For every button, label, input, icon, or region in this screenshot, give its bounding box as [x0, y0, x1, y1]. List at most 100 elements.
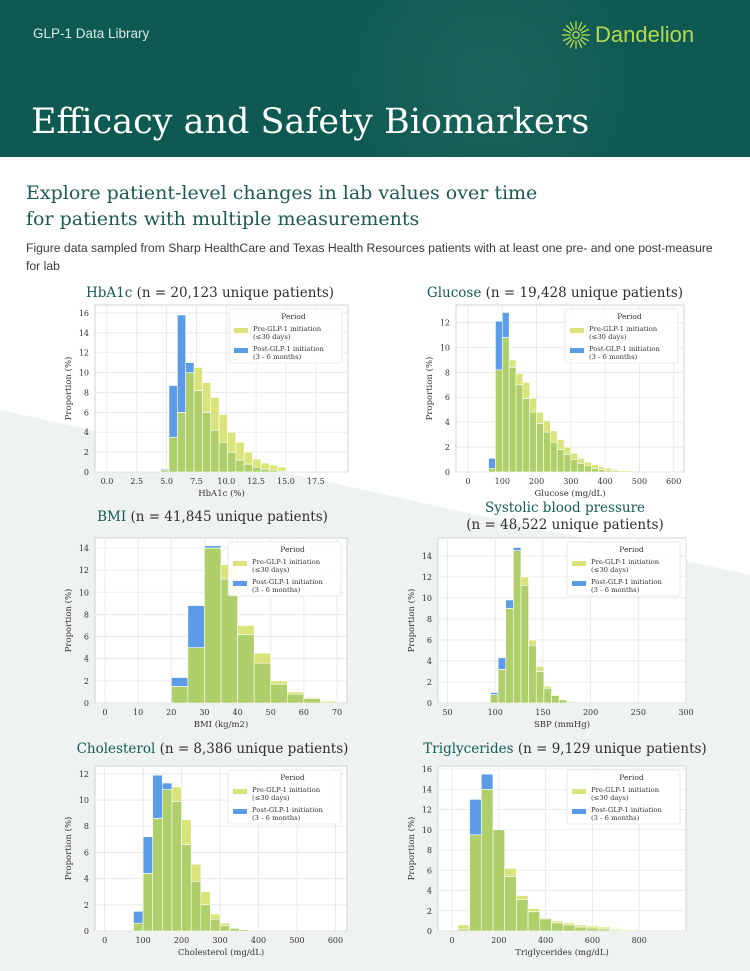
chart-lab-name: HbA1c: [85, 285, 133, 301]
x-tick-label: 600: [328, 936, 343, 945]
legend-title: Period: [617, 312, 642, 321]
chart-title-hba1c: HbA1c (n = 20,123 unique patients): [0, 285, 420, 301]
bar-overlap: [168, 436, 178, 473]
chart-title-rest: (n = 19,428 unique patients): [485, 285, 684, 301]
bar-overlap: [193, 390, 203, 473]
bar-post: [187, 605, 205, 648]
library-label[interactable]: GLP-1 Data Library: [33, 26, 150, 41]
y-axis-label: Proportion (%): [63, 817, 74, 881]
chart-legend: Period Pre-GLP-1 initiation(≤30 days) Post…: [228, 308, 343, 364]
bar-overlap: [181, 844, 192, 932]
bar-overlap: [243, 463, 253, 473]
bar-pre: [287, 691, 305, 695]
chart-glucose: 0 2 4 6 8 10 12 0 100 200 300 400 500 600 Glucose (mg/…: [424, 304, 685, 499]
bar-overlap: [597, 928, 611, 932]
legend-label-pre-sub: (≤30 days): [591, 794, 629, 802]
x-tick-label: 150: [535, 708, 550, 717]
y-tick-label: 12: [440, 318, 450, 327]
y-axis-label: Proportion (%): [406, 589, 417, 653]
bar-overlap: [497, 669, 507, 704]
bar-pre: [237, 625, 255, 635]
bar-overlap: [287, 693, 305, 704]
legend-label-pre: Pre-GLP-1 initiation: [252, 558, 321, 566]
x-tick-label: 250: [631, 708, 646, 717]
bar-pre: [508, 359, 517, 368]
x-tick-label: 30: [199, 708, 209, 717]
legend-swatch-pre: [233, 789, 247, 794]
bar-overlap: [515, 384, 524, 473]
y-tick-label: 14: [79, 329, 89, 338]
bar-overlap: [562, 924, 576, 932]
y-tick-label: 4: [84, 428, 89, 437]
bar-pre: [210, 397, 220, 431]
bar-overlap: [551, 922, 564, 932]
legend-swatch-post: [572, 809, 586, 814]
x-tick-label: 10.0: [217, 477, 235, 486]
bar-pre: [268, 464, 278, 471]
legend-label-post: Post-GLP-1 initiation: [253, 345, 325, 353]
bar-pre: [536, 411, 544, 424]
y-tick-label: 4: [84, 875, 89, 884]
bar-overlap: [162, 789, 173, 932]
brand-logo[interactable]: Dandelion: [561, 20, 694, 50]
x-tick-label: 400: [538, 936, 553, 945]
bar-post: [501, 312, 510, 338]
legend-swatch-post: [233, 809, 247, 814]
y-tick-label: 4: [84, 655, 89, 664]
chart-title-rest: (n = 9,129 unique patients): [517, 741, 707, 757]
bar-pre: [577, 457, 585, 464]
y-tick-label: 6: [427, 636, 432, 645]
x-tick-label: 600: [666, 477, 681, 486]
bar-pre: [591, 464, 599, 469]
bar-overlap: [238, 929, 250, 932]
bar-overlap: [535, 671, 545, 704]
y-tick-label: 4: [445, 418, 450, 427]
legend-box: [227, 769, 342, 825]
bar-overlap: [505, 608, 514, 704]
bar-post: [185, 362, 195, 373]
y-tick-label: 10: [422, 594, 432, 603]
bar-post: [142, 836, 154, 874]
chart-cholesterol: 0 2 4 6 8 10 12 0 100 200 300 400 500 600 Cholesterol …: [63, 765, 348, 958]
legend-box: [566, 769, 681, 825]
y-tick-label: 8: [427, 846, 432, 855]
bar-post: [513, 547, 522, 551]
legend-label-pre-sub: (≤30 days): [253, 333, 291, 341]
legend-label-pre: Pre-GLP-1 initiation: [253, 325, 322, 333]
y-tick-label: 12: [79, 770, 89, 779]
bar-overlap: [200, 904, 211, 932]
page-title: Efficacy and Safety Biomarkers: [31, 102, 590, 142]
y-tick-label: 0: [84, 927, 89, 936]
y-tick-label: 12: [422, 806, 432, 815]
x-tick-label: 200: [491, 936, 506, 945]
bar-overlap: [586, 927, 599, 932]
bar-pre: [202, 382, 212, 413]
x-tick-label: 200: [529, 477, 544, 486]
bar-pre: [527, 908, 541, 913]
bar-post: [170, 677, 189, 687]
bar-overlap: [492, 829, 505, 932]
y-tick-label: 10: [79, 796, 89, 805]
x-tick-label: 17.5: [307, 477, 325, 486]
bar-overlap: [543, 687, 552, 704]
bar-post: [495, 320, 503, 371]
y-tick-label: 8: [445, 368, 450, 377]
bar-overlap: [556, 449, 565, 473]
y-tick-label: 2: [427, 907, 432, 916]
legend-label-pre: Pre-GLP-1 initiation: [589, 325, 658, 333]
y-tick-label: 6: [427, 866, 432, 875]
bar-overlap: [513, 550, 522, 704]
legend-label-post: Post-GLP-1 initiation: [591, 578, 663, 586]
chart-legend: Period Pre-GLP-1 initiation(≤30 days) Post…: [564, 308, 679, 364]
bar-pre: [549, 430, 558, 443]
bar-post: [488, 457, 496, 469]
bar-post: [497, 657, 507, 670]
y-tick-label: 14: [422, 785, 432, 794]
chart-title-glucose: Glucose (n = 19,428 unique patients): [360, 285, 750, 301]
y-tick-label: 16: [79, 309, 89, 318]
bar-pre: [516, 895, 529, 900]
bar-pre: [171, 786, 182, 802]
chart-title-rest: (n = 48,522 unique patients): [466, 517, 664, 533]
x-tick-label: 0: [102, 936, 107, 945]
bar-pre: [253, 652, 272, 664]
